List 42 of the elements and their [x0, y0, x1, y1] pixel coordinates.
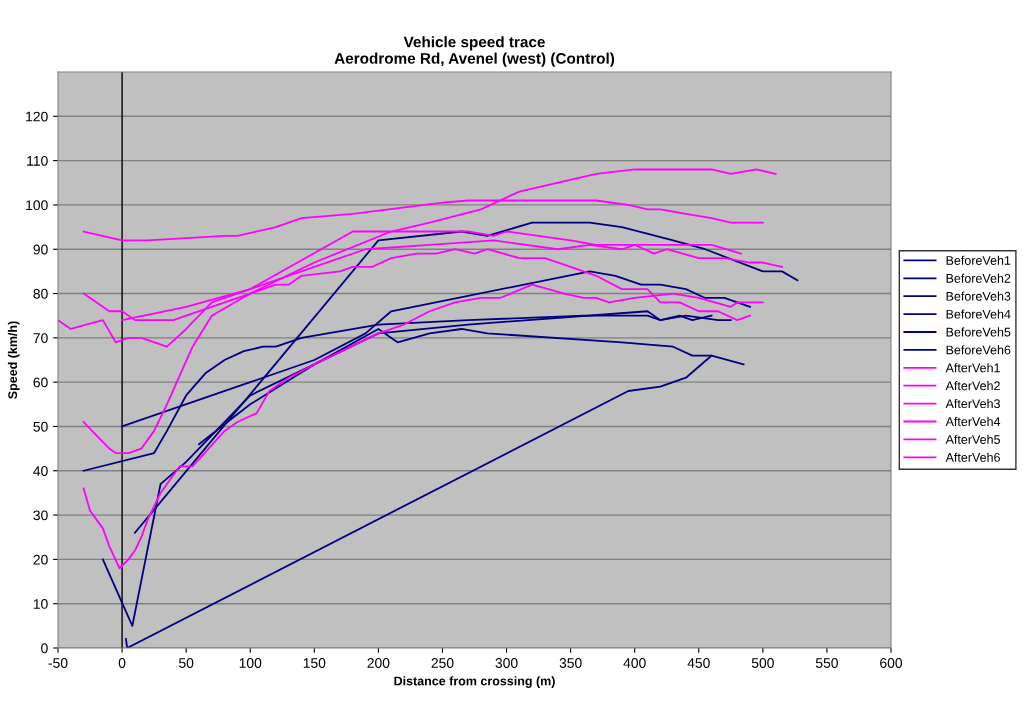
x-tick-label: 600: [880, 658, 903, 668]
x-tick-label: 350: [559, 658, 582, 668]
x-tick-label: 250: [431, 658, 454, 668]
x-tick-label: 50: [178, 658, 194, 668]
chart-title: Vehicle speed trace Aerodrome Rd, Avenel (west) (Control): [334, 36, 615, 67]
y-tick-label: 0: [41, 643, 48, 654]
x-tick-label: -50: [48, 658, 68, 668]
x-tick-label: 550: [815, 658, 838, 668]
y-axis-title: Speed (km/h): [7, 321, 20, 399]
x-tick-label: 400: [623, 658, 646, 668]
x-tick-label: 0: [118, 658, 126, 668]
y-tick-label: 110: [27, 155, 48, 166]
legend-label: BeforeVeh6: [946, 345, 1011, 355]
x-tick-label: 150: [303, 658, 326, 668]
legend-label: AfterVeh6: [945, 452, 1000, 462]
y-tick-label: 10: [33, 599, 48, 609]
x-tick-label: 300: [495, 658, 518, 668]
y-tick-label: 90: [33, 244, 48, 255]
y-tick-label: 40: [33, 466, 48, 476]
y-tick-label: 70: [33, 333, 48, 344]
x-tick-label: 500: [751, 658, 774, 668]
legend-label: AfterVeh2: [945, 381, 1000, 391]
x-tick-label: 200: [367, 658, 390, 668]
legend-label: BeforeVeh4: [946, 309, 1011, 319]
legend-label: AfterVeh3: [945, 398, 1000, 409]
legend-label: BeforeVeh2: [946, 273, 1011, 283]
x-tick-label: 450: [687, 658, 710, 668]
x-axis-title: Distance from crossing (m): [394, 676, 555, 688]
y-tick-label: 80: [33, 288, 48, 299]
x-tick-label: 100: [239, 658, 262, 668]
y-tick-label: 100: [26, 200, 48, 211]
legend-label: AfterVeh1: [945, 363, 1000, 373]
legend-label: AfterVeh4: [945, 416, 1001, 427]
y-tick-label: 120: [26, 111, 48, 122]
y-tick-label: 20: [33, 554, 48, 565]
legend-label: BeforeVeh3: [946, 291, 1011, 301]
y-tick-label: 60: [33, 377, 48, 388]
legend-label: AfterVeh5: [945, 434, 1000, 444]
legend-label: BeforeVeh5: [946, 327, 1011, 337]
y-tick-label: 30: [33, 510, 48, 521]
legend-label: BeforeVeh1: [946, 255, 1011, 265]
y-tick-label: 50: [33, 421, 48, 432]
